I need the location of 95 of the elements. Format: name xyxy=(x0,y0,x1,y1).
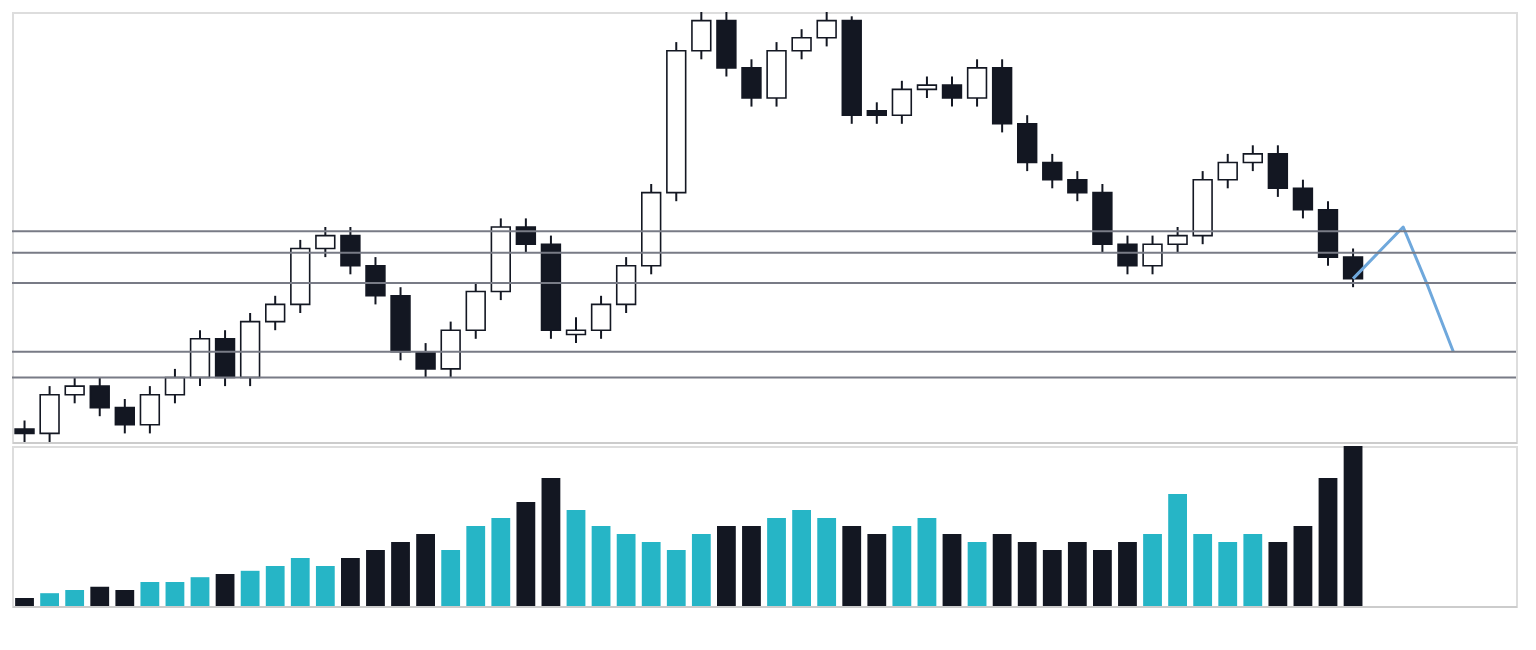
candlestick xyxy=(1317,200,1339,267)
bar xyxy=(867,534,887,606)
candlestick xyxy=(1017,114,1038,173)
bar xyxy=(65,590,85,606)
bar xyxy=(491,518,511,606)
candlestick xyxy=(866,101,887,125)
candlestick xyxy=(565,316,587,345)
candlestick xyxy=(214,329,236,388)
candlestick xyxy=(465,281,486,340)
bar xyxy=(40,593,59,606)
candlestick xyxy=(816,11,837,48)
bar xyxy=(416,534,435,606)
candlestick xyxy=(415,342,436,379)
candlestick xyxy=(766,41,787,108)
bar xyxy=(616,534,636,606)
bar xyxy=(1268,542,1288,606)
candlestick xyxy=(716,11,737,78)
bar xyxy=(366,550,385,606)
bar xyxy=(1093,550,1112,606)
bar xyxy=(1168,494,1187,606)
candlestick xyxy=(941,75,963,108)
candlestick xyxy=(916,75,938,99)
candlestick xyxy=(340,226,361,276)
candlestick xyxy=(1292,178,1314,220)
candlestick xyxy=(39,385,60,443)
candlestick xyxy=(966,58,988,108)
bar xyxy=(115,590,135,606)
candlestick xyxy=(891,79,913,125)
bar xyxy=(842,526,862,606)
bar xyxy=(942,534,962,606)
candlestick xyxy=(114,398,135,435)
bar xyxy=(1293,526,1313,606)
bar xyxy=(917,518,937,606)
candlestick xyxy=(1067,170,1088,203)
candlestick xyxy=(1042,152,1063,190)
bar xyxy=(1218,542,1238,606)
candlestick xyxy=(1142,234,1163,276)
bar xyxy=(391,542,410,606)
candlestick xyxy=(440,320,461,379)
candlestick xyxy=(64,376,85,405)
candlestick xyxy=(89,376,110,418)
candlestick xyxy=(1217,152,1238,190)
candlestick xyxy=(741,58,762,108)
bar xyxy=(992,534,1012,606)
bar xyxy=(641,542,661,606)
candlestick xyxy=(189,329,211,388)
bar xyxy=(90,586,110,606)
bar xyxy=(140,582,160,606)
candlestick xyxy=(139,385,161,435)
bar xyxy=(717,526,736,606)
candlestick xyxy=(315,226,336,259)
candlestick xyxy=(1267,144,1289,198)
bar xyxy=(190,577,210,606)
bar xyxy=(1042,550,1062,606)
bar xyxy=(767,518,786,606)
bar xyxy=(666,550,686,606)
bar xyxy=(691,534,711,606)
bar xyxy=(215,574,235,606)
candlestick xyxy=(615,256,637,314)
bar xyxy=(591,526,611,606)
bar xyxy=(1067,542,1087,606)
bar xyxy=(240,570,260,606)
bar xyxy=(516,502,536,606)
candlestick xyxy=(1167,226,1188,254)
bar xyxy=(1143,534,1162,606)
candlestick xyxy=(691,11,712,61)
bar xyxy=(1193,534,1213,606)
bar xyxy=(892,526,912,606)
candlestick xyxy=(1342,247,1364,289)
bar xyxy=(817,518,837,606)
bar xyxy=(1243,534,1263,606)
bar xyxy=(290,558,310,606)
bar xyxy=(967,542,987,606)
bar xyxy=(1017,542,1037,606)
bar xyxy=(265,566,285,606)
bar xyxy=(1343,446,1363,606)
bar xyxy=(165,582,185,606)
bar xyxy=(792,510,811,606)
candlestick xyxy=(791,28,812,61)
bar xyxy=(1118,542,1137,606)
bar xyxy=(1318,478,1338,606)
candlestick xyxy=(590,294,612,340)
bar xyxy=(742,526,761,606)
bar xyxy=(341,558,360,606)
candlestick xyxy=(1242,144,1263,173)
bar xyxy=(15,598,34,606)
bar xyxy=(541,478,561,606)
bar xyxy=(315,566,335,606)
candlestick xyxy=(1117,234,1138,276)
candlestick xyxy=(265,294,286,332)
bar xyxy=(466,526,486,606)
candlestick xyxy=(365,256,386,306)
candlestick xyxy=(14,419,35,443)
bar xyxy=(441,550,461,606)
bar xyxy=(566,510,586,606)
